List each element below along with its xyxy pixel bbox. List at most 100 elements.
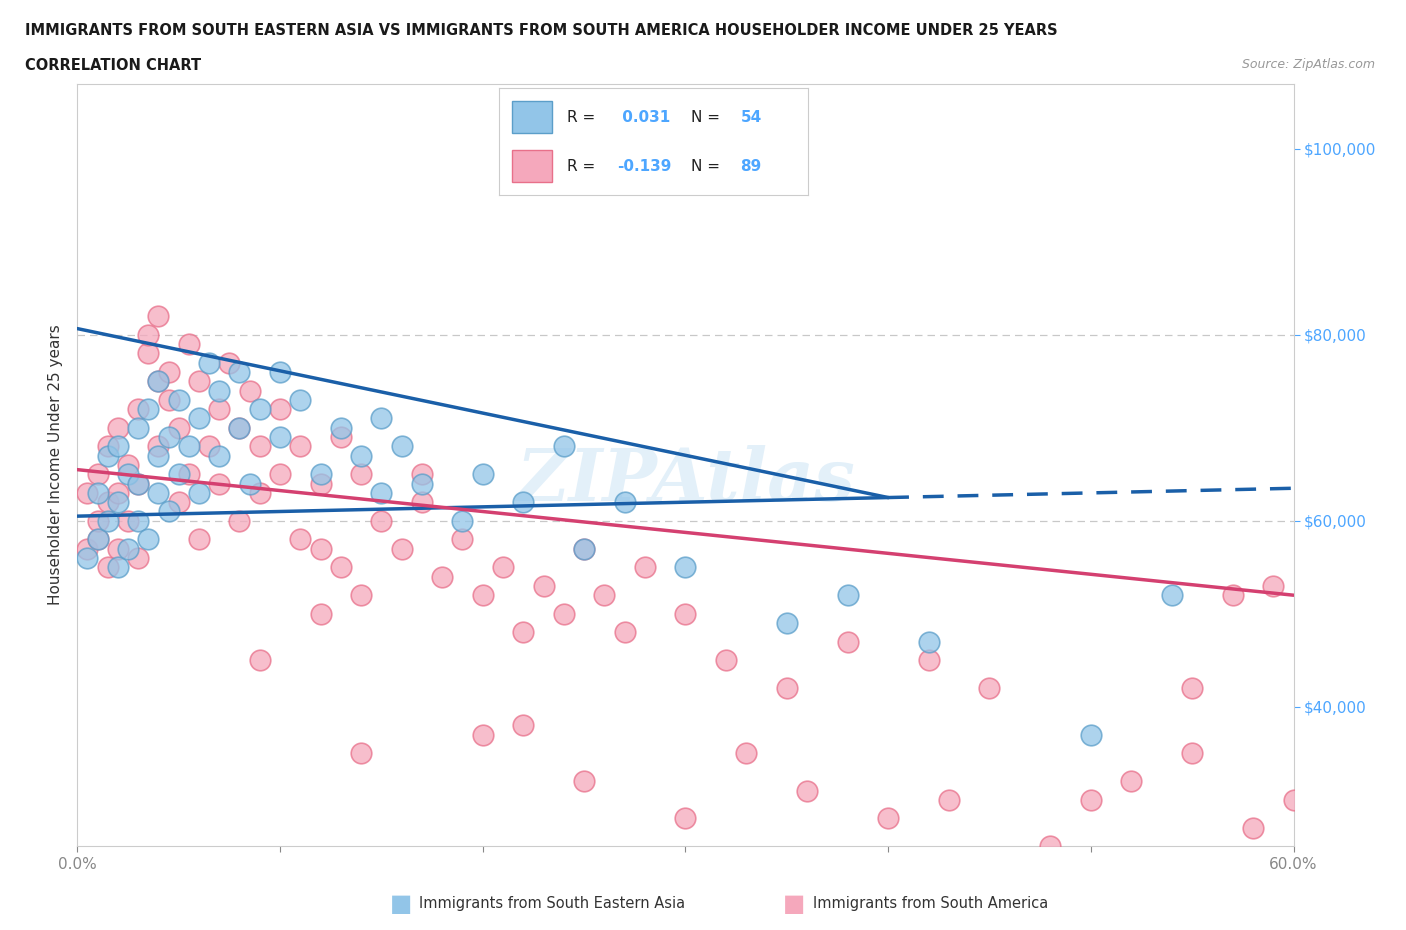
Point: [370, 513, 392, 528]
Point: [136, 402, 159, 417]
Point: [167, 495, 190, 510]
Point: [167, 467, 190, 482]
Text: 0.031: 0.031: [617, 110, 669, 125]
Point: [86, 532, 108, 547]
Point: [127, 476, 149, 491]
Point: [350, 448, 373, 463]
Point: [86, 513, 108, 528]
Point: [593, 588, 616, 603]
Point: [107, 439, 129, 454]
Point: [228, 513, 250, 528]
Point: [370, 485, 392, 500]
Point: [918, 634, 941, 649]
Point: [512, 718, 534, 733]
Point: [97, 439, 120, 454]
Point: [188, 411, 211, 426]
Point: [776, 681, 799, 696]
Point: [979, 681, 1001, 696]
Point: [218, 355, 240, 370]
Point: [208, 402, 231, 417]
Text: CORRELATION CHART: CORRELATION CHART: [25, 58, 201, 73]
Point: [148, 309, 170, 324]
Point: [918, 653, 941, 668]
Text: ZIPAtlas: ZIPAtlas: [516, 445, 855, 516]
Point: [309, 606, 332, 621]
Point: [269, 430, 291, 445]
Point: [86, 485, 108, 500]
Point: [177, 439, 200, 454]
Point: [350, 588, 373, 603]
Point: [198, 439, 221, 454]
Point: [675, 811, 697, 826]
Point: [329, 420, 352, 435]
Point: [157, 392, 180, 407]
Point: [1181, 681, 1204, 696]
Point: [309, 541, 332, 556]
Point: [157, 365, 180, 379]
Point: [127, 420, 149, 435]
Text: 54: 54: [741, 110, 762, 125]
Point: [127, 551, 149, 565]
Point: [1263, 578, 1285, 593]
Point: [471, 588, 494, 603]
Point: [329, 430, 352, 445]
Point: [391, 541, 413, 556]
Point: [97, 513, 120, 528]
Point: [471, 467, 494, 482]
Text: IMMIGRANTS FROM SOUTH EASTERN ASIA VS IMMIGRANTS FROM SOUTH AMERICA HOUSEHOLDER : IMMIGRANTS FROM SOUTH EASTERN ASIA VS IM…: [25, 23, 1057, 38]
Point: [613, 625, 636, 640]
Point: [471, 727, 494, 742]
Point: [107, 541, 129, 556]
Point: [572, 541, 595, 556]
Point: [1080, 792, 1102, 807]
Point: [290, 439, 312, 454]
Point: [86, 532, 108, 547]
Point: [492, 560, 515, 575]
Point: [269, 365, 291, 379]
Point: [167, 420, 190, 435]
Point: [512, 495, 534, 510]
Point: [938, 792, 960, 807]
Point: [391, 439, 413, 454]
Point: [430, 569, 453, 584]
Point: [76, 551, 98, 565]
Point: [157, 504, 180, 519]
Text: R =: R =: [567, 110, 595, 125]
Point: [157, 430, 180, 445]
Point: [796, 783, 818, 798]
Point: [117, 541, 139, 556]
Point: [148, 439, 170, 454]
Point: [177, 467, 200, 482]
Point: [249, 439, 271, 454]
Point: [107, 495, 129, 510]
Point: [127, 513, 149, 528]
Point: [613, 495, 636, 510]
FancyBboxPatch shape: [512, 151, 551, 182]
Point: [1080, 727, 1102, 742]
Point: [86, 467, 108, 482]
Point: [239, 383, 262, 398]
Point: [148, 448, 170, 463]
Point: [1282, 792, 1305, 807]
Point: [136, 532, 159, 547]
Text: R =: R =: [567, 159, 595, 174]
Point: [512, 625, 534, 640]
Point: [167, 392, 190, 407]
Text: 89: 89: [741, 159, 762, 174]
Point: [411, 476, 433, 491]
Point: [290, 392, 312, 407]
Point: [370, 411, 392, 426]
Point: [249, 402, 271, 417]
Point: [451, 532, 474, 547]
Point: [309, 476, 332, 491]
Text: Immigrants from South America: Immigrants from South America: [813, 897, 1047, 911]
Point: [107, 420, 129, 435]
Point: [675, 606, 697, 621]
Point: [1181, 746, 1204, 761]
Point: [1222, 588, 1244, 603]
Point: [572, 774, 595, 789]
Text: Immigrants from South Eastern Asia: Immigrants from South Eastern Asia: [419, 897, 685, 911]
Point: [188, 532, 211, 547]
Point: [249, 653, 271, 668]
Point: [208, 476, 231, 491]
